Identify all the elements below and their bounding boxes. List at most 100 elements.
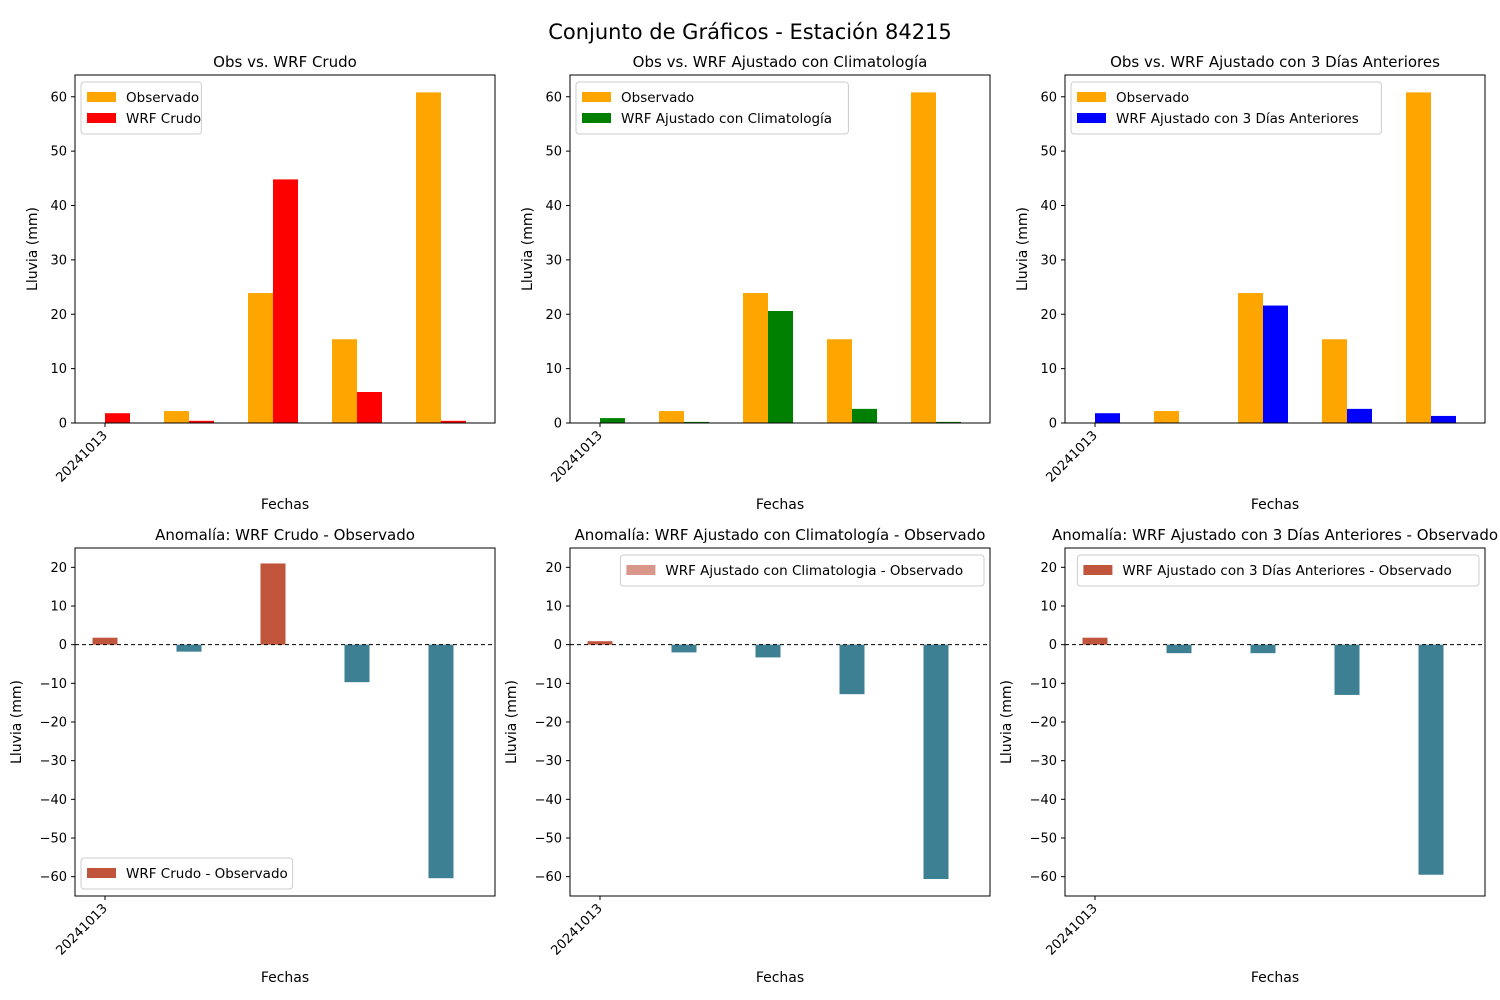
legend-label: WRF Ajustado con 3 Días Anteriores - Obs… <box>1122 563 1451 579</box>
legend-box <box>575 81 849 135</box>
chart-panel-5: Anomalía: WRF Ajustado con Climatología … <box>504 526 991 986</box>
anomaly-bar <box>1166 644 1192 654</box>
y-tick-label: −20 <box>1030 716 1057 731</box>
bar-observado <box>164 411 189 423</box>
x-tick-label: 20241013 <box>1043 428 1100 485</box>
y-tick-label: 10 <box>1040 362 1057 377</box>
legend: Observado WRF Ajustado con Climatología <box>575 81 849 135</box>
y-tick-label: 10 <box>50 600 67 615</box>
y-tick-label: 0 <box>554 417 562 432</box>
y-tick-label: 20 <box>545 308 562 323</box>
anomaly-bar <box>428 644 454 879</box>
x-axis-label: Fechas <box>1251 497 1299 513</box>
legend-swatch <box>87 113 116 123</box>
y-axis-label: Lluvia (mm) <box>504 680 520 764</box>
legend-label: WRF Ajustado con Climatologia - Observad… <box>665 563 963 579</box>
x-axis-label: Fechas <box>756 970 804 986</box>
y-tick-label: 10 <box>1040 600 1057 615</box>
y-tick-label: −40 <box>535 793 562 808</box>
bar-wrf <box>852 408 877 423</box>
anomaly-bar <box>1082 637 1108 645</box>
x-tick-label: 20241013 <box>1043 901 1100 958</box>
y-tick-label: 20 <box>50 308 67 323</box>
legend-box <box>1076 554 1480 587</box>
legend-swatch <box>87 868 116 878</box>
y-tick-label: 0 <box>1049 417 1057 432</box>
bar-wrf <box>273 179 298 423</box>
y-tick-label: −40 <box>40 793 67 808</box>
anomaly-bar <box>1418 644 1444 875</box>
bar-observado <box>332 339 357 423</box>
y-tick-label: 0 <box>554 638 562 653</box>
legend: Observado WRF Crudo <box>80 81 202 135</box>
y-tick-label: −50 <box>1030 832 1057 847</box>
legend-swatch <box>87 92 116 102</box>
anomaly-bar <box>344 644 370 683</box>
legend: WRF Ajustado con 3 Días Anteriores - Obs… <box>1076 554 1480 587</box>
bar-wrf <box>684 421 709 423</box>
legend-label: WRF Crudo - Observado <box>126 866 288 882</box>
bar-wrf <box>1431 415 1456 423</box>
y-tick-label: −60 <box>40 870 67 885</box>
anomaly-bar <box>671 644 697 653</box>
bar-wrf <box>357 392 382 423</box>
legend-label: Observado <box>1116 90 1189 106</box>
legend-swatch <box>1083 565 1113 575</box>
y-tick-label: 60 <box>1040 90 1057 105</box>
y-tick-label: 10 <box>545 362 562 377</box>
legend-label: WRF Ajustado con 3 Días Anteriores <box>1116 111 1359 127</box>
chart-title: Anomalía: WRF Ajustado con Climatología … <box>575 526 986 544</box>
y-tick-label: −10 <box>1030 677 1057 692</box>
legend: Observado WRF Ajustado con 3 Días Anterio… <box>1070 81 1382 135</box>
legend-box <box>1070 81 1382 135</box>
legend-box <box>80 857 294 890</box>
y-axis-label: Lluvia (mm) <box>9 680 25 764</box>
x-tick-label: 20241013 <box>53 428 110 485</box>
y-tick-label: 30 <box>545 253 562 268</box>
bar-wrf <box>1263 305 1288 423</box>
y-tick-label: −10 <box>535 677 562 692</box>
legend-swatch <box>582 92 611 102</box>
x-axis-label: Fechas <box>261 497 309 513</box>
y-axis-label: Lluvia (mm) <box>1015 207 1031 291</box>
chart-title: Anomalía: WRF Ajustado con 3 Días Anteri… <box>1052 526 1498 544</box>
anomaly-bar <box>92 637 118 645</box>
y-tick-label: 40 <box>50 199 67 214</box>
y-tick-label: −30 <box>40 754 67 769</box>
bar-wrf <box>189 420 214 423</box>
anomaly-bar <box>755 644 781 658</box>
y-tick-label: 30 <box>1040 253 1057 268</box>
y-tick-label: 20 <box>1040 561 1057 576</box>
y-tick-label: 50 <box>1040 145 1057 160</box>
legend-swatch <box>582 113 611 123</box>
y-tick-label: 30 <box>50 253 67 268</box>
y-tick-label: 40 <box>545 199 562 214</box>
bar-observado <box>743 293 768 423</box>
chart-panel-3: Obs vs. WRF Ajustado con 3 Días Anterior… <box>1015 53 1486 513</box>
anomaly-bar <box>923 644 949 879</box>
anomaly-bar <box>1334 644 1360 695</box>
legend-label: WRF Ajustado con Climatología <box>621 111 832 127</box>
x-axis-label: Fechas <box>1251 970 1299 986</box>
y-tick-label: 40 <box>1040 199 1057 214</box>
y-tick-label: 0 <box>59 417 67 432</box>
legend-label: WRF Crudo <box>126 111 201 127</box>
anomaly-bar <box>839 644 865 695</box>
legend: WRF Crudo - Observado <box>80 857 294 890</box>
y-axis-label: Lluvia (mm) <box>520 207 536 291</box>
legend-swatch <box>626 565 656 575</box>
anomaly-bar <box>587 641 613 645</box>
legend-box <box>619 554 985 587</box>
x-tick-label: 20241013 <box>53 901 110 958</box>
bar-wrf <box>768 310 793 423</box>
legend-swatch <box>1077 113 1106 123</box>
legend-label: Observado <box>126 90 199 106</box>
y-axis-label: Lluvia (mm) <box>999 680 1015 764</box>
y-tick-label: 10 <box>545 600 562 615</box>
y-tick-label: 20 <box>545 561 562 576</box>
chart-panel-6: Anomalía: WRF Ajustado con 3 Días Anteri… <box>999 526 1498 986</box>
y-tick-label: 0 <box>1049 638 1057 653</box>
bar-wrf <box>441 420 466 423</box>
bar-observado <box>1406 92 1431 424</box>
